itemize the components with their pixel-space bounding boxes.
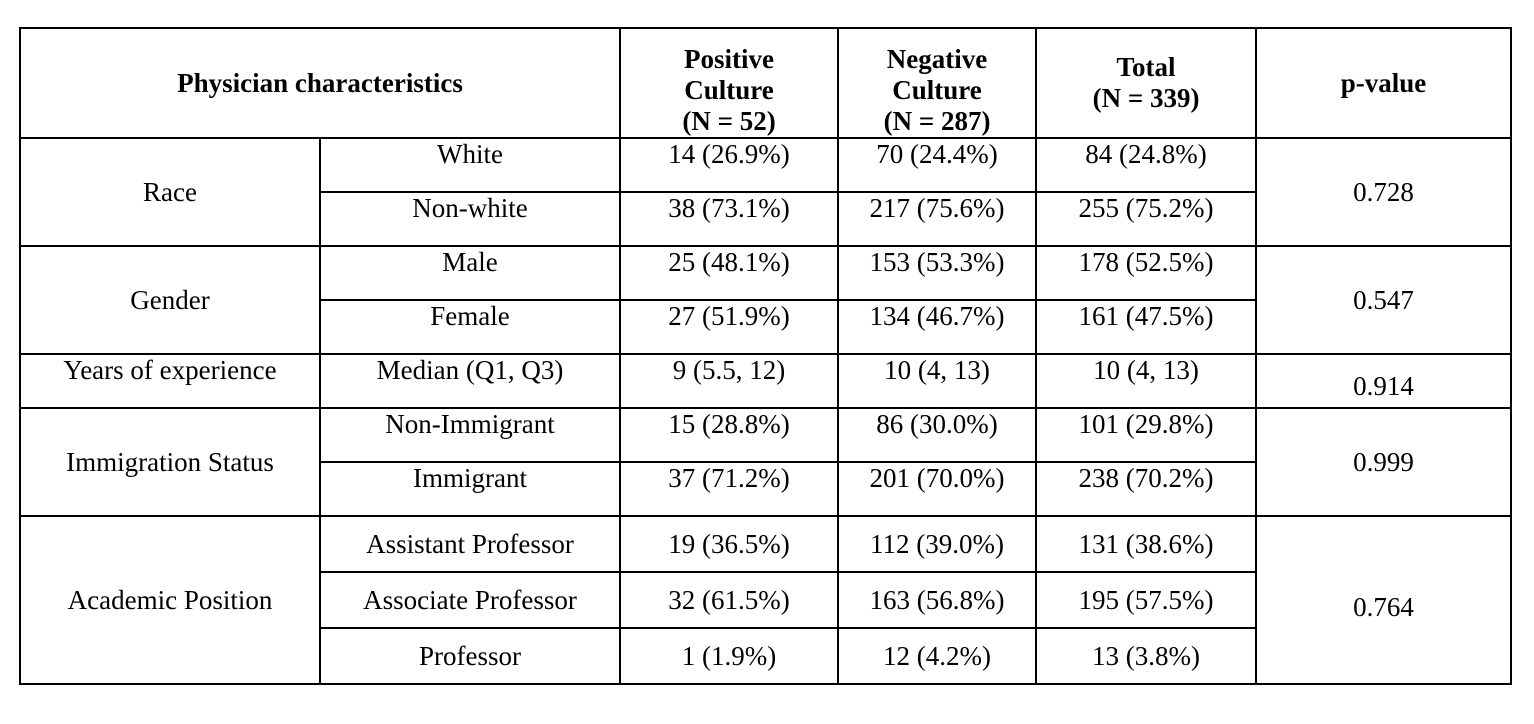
total-cell: 101 (29.8%) [1035, 407, 1258, 463]
positive-cell: 14 (26.9%) [619, 137, 840, 193]
table-row: Associate Professor 32 (61.5%) 163 (56.8… [20, 571, 1511, 629]
header-total: Total (N = 339) [1035, 27, 1258, 139]
characteristics-table: Physician characteristics Positive Cultu… [18, 27, 1513, 685]
positive-cell: 9 (5.5, 12) [619, 353, 840, 409]
total-cell: 195 (57.5%) [1035, 571, 1258, 629]
table-row: Academic Position Assistant Professor 19… [19, 515, 1513, 685]
negative-cell: 134 (46.7%) [837, 299, 1038, 355]
positive-cell: 1 (1.9%) [619, 627, 840, 685]
total-cell: 13 (3.8%) [1035, 627, 1258, 685]
p-value-race: 0.728 [1255, 137, 1513, 247]
row-label: Female [318, 299, 622, 355]
table-row: Professor 1 (1.9%) 12 (4.2%) 13 (3.8%) [20, 627, 1511, 685]
row-label: Male [318, 245, 622, 301]
table-row: Immigrant 37 (71.2%) 201 (70.0%) 238 (70… [20, 461, 1511, 517]
total-cell: 178 (52.5%) [1035, 245, 1258, 301]
p-value-gender: 0.547 [1255, 245, 1513, 355]
negative-cell: 10 (4, 13) [837, 353, 1038, 409]
row-label: White [318, 137, 622, 193]
header-negative-line-2: Culture [892, 75, 982, 105]
header-total-line-1: Total [1116, 52, 1176, 82]
header-total-line-2: (N = 339) [1092, 83, 1200, 113]
positive-cell: 27 (51.9%) [619, 299, 840, 355]
header-row: Physician characteristics Positive Cultu… [18, 27, 1513, 139]
positive-cell: 15 (28.8%) [619, 407, 840, 463]
p-value-academic-position: 0.764 [1255, 515, 1513, 685]
header-negative-line-3: (N = 287) [883, 106, 991, 136]
group-name-years-of-experience: Years of experience [19, 353, 321, 409]
table-row: Non-white 38 (73.1%) 217 (75.6%) 255 (75… [20, 191, 1511, 247]
total-cell: 84 (24.8%) [1035, 137, 1258, 193]
header-positive-culture: Positive Culture (N = 52) [619, 27, 840, 139]
p-value-immigration-status: 0.999 [1255, 407, 1513, 517]
row-label: Assistant Professor [318, 515, 622, 573]
header-positive-line-3: (N = 52) [682, 106, 776, 136]
group-name-academic-position: Academic Position [19, 515, 321, 685]
p-value-years-of-experience: 0.914 [1255, 353, 1513, 409]
row-label: Professor [318, 627, 622, 685]
total-cell: 131 (38.6%) [1035, 515, 1258, 573]
header-positive-line-2: Culture [684, 75, 774, 105]
header-positive-line-1: Positive [684, 44, 774, 74]
positive-cell: 32 (61.5%) [619, 571, 840, 629]
row-label: Median (Q1, Q3) [318, 353, 622, 409]
group-name-gender: Gender [19, 245, 321, 355]
positive-cell: 19 (36.5%) [619, 515, 840, 573]
negative-cell: 70 (24.4%) [837, 137, 1038, 193]
table-row: Immigration Status Non-Immigrant 15 (28.… [19, 407, 1513, 517]
negative-cell: 153 (53.3%) [837, 245, 1038, 301]
table-row: Years of experience Median (Q1, Q3) 9 (5… [19, 353, 1513, 409]
negative-cell: 112 (39.0%) [837, 515, 1038, 573]
total-cell: 161 (47.5%) [1035, 299, 1258, 355]
header-characteristics: Physician characteristics [18, 27, 622, 139]
negative-cell: 201 (70.0%) [837, 461, 1038, 517]
row-label: Non-Immigrant [318, 407, 622, 463]
table-row: Race White 14 (26.9%) 70 (24.4%) 84 (24.… [19, 137, 1513, 247]
header-p-value: p-value [1255, 27, 1513, 139]
header-negative-line-1: Negative [886, 44, 988, 74]
negative-cell: 163 (56.8%) [837, 571, 1038, 629]
positive-cell: 37 (71.2%) [619, 461, 840, 517]
row-label: Non-white [318, 191, 622, 247]
total-cell: 10 (4, 13) [1035, 353, 1258, 409]
table-row: Female 27 (51.9%) 134 (46.7%) 161 (47.5%… [20, 299, 1511, 355]
negative-cell: 217 (75.6%) [837, 191, 1038, 247]
row-label: Associate Professor [318, 571, 622, 629]
header-negative-culture: Negative Culture (N = 287) [837, 27, 1038, 139]
total-cell: 255 (75.2%) [1035, 191, 1258, 247]
group-name-race: Race [19, 137, 321, 247]
negative-cell: 12 (4.2%) [837, 627, 1038, 685]
negative-cell: 86 (30.0%) [837, 407, 1038, 463]
table-row: Gender Male 25 (48.1%) 153 (53.3%) 178 (… [19, 245, 1513, 355]
positive-cell: 38 (73.1%) [619, 191, 840, 247]
row-label: Immigrant [318, 461, 622, 517]
group-name-immigration-status: Immigration Status [19, 407, 321, 517]
total-cell: 238 (70.2%) [1035, 461, 1258, 517]
positive-cell: 25 (48.1%) [619, 245, 840, 301]
